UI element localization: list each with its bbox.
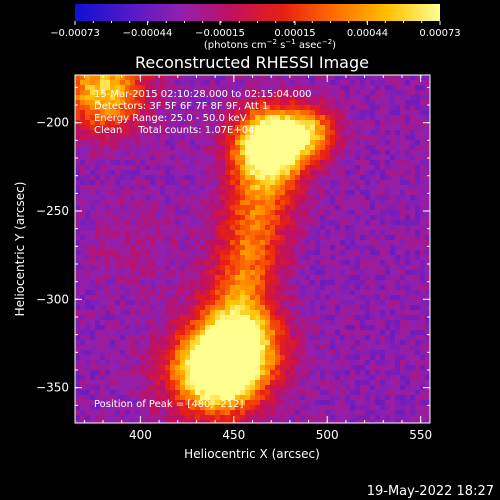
colorbar-tick-label: −0.00015 xyxy=(195,28,245,39)
x-axis-ticks: 400 450 500 550 xyxy=(83,75,432,442)
y-tick-label: −250 xyxy=(36,204,69,218)
y-tick-label: −300 xyxy=(36,292,69,306)
y-axis-ticks: −200 −250 −300 −350 xyxy=(36,86,430,424)
colorbar-unit-label: (photons cm−2 s−1 asec−2) xyxy=(204,38,336,51)
y-tick-label: −350 xyxy=(36,381,69,395)
x-tick-label: 550 xyxy=(409,428,432,442)
peak-position-label: Position of Peak = [480, -212] xyxy=(94,399,243,410)
colorbar-tick-label: 0.00073 xyxy=(419,28,460,39)
colorbar-tick-label: 0.00044 xyxy=(347,28,388,39)
colorbar-tick-label: −0.00073 xyxy=(50,28,100,39)
annotation-counts: Clean Total counts: 1.07E+04 xyxy=(94,125,254,136)
annotation-energy-range: Energy Range: 25.0 - 50.0 keV xyxy=(94,113,247,124)
y-axis-label: Heliocentric Y (arcsec) xyxy=(13,182,27,317)
heatmap-image xyxy=(75,75,430,423)
x-tick-label: 400 xyxy=(129,428,152,442)
colorbar-ticks: −0.00073 −0.00044 −0.00015 0.00015 0.00044 0.… xyxy=(50,21,461,39)
observation-annotations: 15-Mar-2015 02:10:28.000 to 02:15:04.000… xyxy=(94,89,312,410)
footer-date: 19-May-2022 18:27 xyxy=(367,484,494,499)
colorbar-tick-label: −0.00044 xyxy=(123,28,173,39)
annotation-time-range: 15-Mar-2015 02:10:28.000 to 02:15:04.000 xyxy=(94,89,312,100)
chart-title: Reconstructed RHESSI Image xyxy=(135,53,369,72)
y-tick-label: −200 xyxy=(36,116,69,130)
colorbar xyxy=(75,4,440,21)
x-tick-label: 500 xyxy=(316,428,339,442)
x-axis-label: Heliocentric X (arcsec) xyxy=(184,447,320,461)
annotation-detectors: Detectors: 3F 5F 6F 7F 8F 9F, Att 1 xyxy=(94,101,268,112)
colorbar-tick-label: 0.00015 xyxy=(274,28,315,39)
x-tick-label: 450 xyxy=(222,428,245,442)
